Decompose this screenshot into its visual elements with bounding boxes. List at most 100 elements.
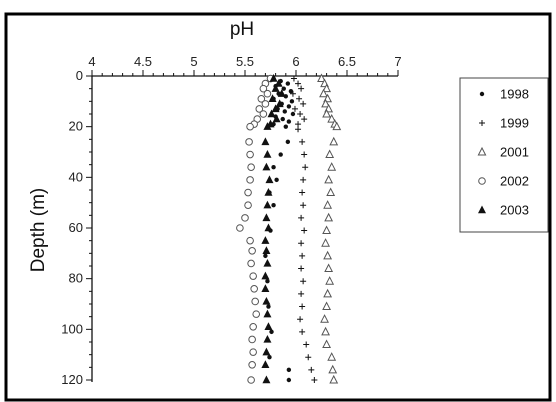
data-points [236, 73, 342, 384]
point-1998 [271, 165, 276, 170]
point-1998 [267, 355, 272, 360]
legend-label: 1999 [500, 116, 529, 131]
point-2003 [263, 334, 272, 343]
point-2003 [264, 322, 273, 330]
point-2003 [261, 271, 270, 280]
point-2003 [262, 375, 271, 384]
point-2002 [255, 105, 264, 113]
point-2002 [250, 285, 258, 293]
point-2001 [317, 73, 326, 83]
point-2003 [267, 109, 276, 118]
point-1998 [266, 304, 271, 309]
point-1999 [299, 252, 306, 259]
point-1999 [290, 75, 297, 82]
point-2001 [328, 364, 338, 374]
point-1998 [290, 111, 296, 117]
point-1998 [286, 377, 292, 383]
point-2001 [323, 250, 333, 260]
point-2001 [324, 263, 334, 273]
point-2003 [263, 150, 272, 158]
point-2002 [259, 84, 268, 93]
point-2003 [263, 122, 272, 130]
point-1998 [271, 203, 276, 208]
point-1999 [298, 214, 305, 221]
point-1998 [278, 152, 283, 157]
point-2002 [244, 201, 252, 209]
legend-label: 2002 [500, 174, 529, 189]
point-2002 [248, 361, 256, 369]
y-tick-label: 100 [61, 321, 83, 336]
legend-item-2001: 2001 [477, 145, 529, 160]
point-1998 [265, 279, 270, 284]
point-1998 [281, 86, 286, 91]
point-2001 [332, 121, 342, 131]
point-2001 [322, 225, 332, 235]
point-1999 [303, 341, 310, 348]
point-1999 [297, 111, 304, 117]
point-2002 [248, 335, 256, 344]
point-2001 [327, 162, 337, 171]
point-2003 [261, 284, 270, 292]
point-2001 [322, 301, 332, 311]
point-2003 [263, 258, 272, 267]
y-tick-label: 0 [76, 68, 83, 83]
x-tick-label: 6.5 [338, 54, 356, 69]
legend-label: 2003 [500, 203, 529, 218]
point-2003 [265, 175, 274, 184]
point-2003 [262, 162, 271, 171]
point-2003 [277, 89, 286, 97]
point-2003 [268, 94, 277, 102]
point-2003 [271, 104, 280, 113]
point-1999 [305, 354, 312, 361]
point-1998 [288, 89, 294, 94]
point-1999 [299, 138, 306, 145]
point-2001 [323, 200, 333, 209]
point-1999 [300, 202, 307, 209]
point-2002 [248, 247, 256, 255]
point-1999 [300, 176, 307, 183]
legend-marker [477, 146, 487, 156]
point-2001 [321, 238, 330, 247]
point-1999 [295, 126, 302, 133]
point-1999 [291, 105, 298, 112]
series-2003 [261, 74, 286, 384]
point-2001 [322, 339, 332, 349]
point-2001 [323, 288, 333, 298]
legend-marker [479, 120, 485, 126]
point-2002 [257, 95, 266, 103]
point-2002 [236, 224, 244, 232]
point-1999 [298, 265, 305, 272]
point-1999 [295, 121, 302, 128]
point-2003 [262, 347, 271, 356]
point-2001 [327, 352, 337, 361]
point-2002 [247, 259, 255, 268]
x-tick-label: 4 [88, 54, 95, 69]
legend-item-1999: 1999 [479, 116, 529, 131]
point-1998 [263, 253, 268, 259]
x-tick-label: 7 [394, 54, 401, 69]
point-2001 [324, 212, 334, 222]
point-2003 [261, 236, 270, 244]
point-2001 [322, 83, 332, 93]
point-1999 [295, 80, 302, 87]
series-2001 [317, 73, 342, 384]
point-2002 [259, 110, 268, 118]
point-2001 [319, 88, 328, 98]
figure-border [4, 12, 552, 402]
y-tick-label: 120 [61, 372, 83, 387]
point-1998 [282, 109, 287, 114]
point-2001 [321, 98, 330, 108]
legend-label: 2001 [500, 145, 529, 160]
point-2002 [247, 376, 255, 384]
point-2001 [329, 374, 339, 384]
point-2003 [262, 213, 271, 222]
point-1998 [269, 329, 274, 335]
point-2002 [249, 348, 257, 356]
point-2002 [246, 122, 254, 131]
legend-item-2003: 2003 [478, 203, 529, 218]
x-tick-label: 4.5 [134, 54, 152, 69]
y-tick-label: 80 [69, 271, 83, 286]
legend-marker [478, 205, 486, 214]
x-tick-label: 5.5 [236, 54, 254, 69]
y-tick-label: 60 [69, 220, 83, 235]
